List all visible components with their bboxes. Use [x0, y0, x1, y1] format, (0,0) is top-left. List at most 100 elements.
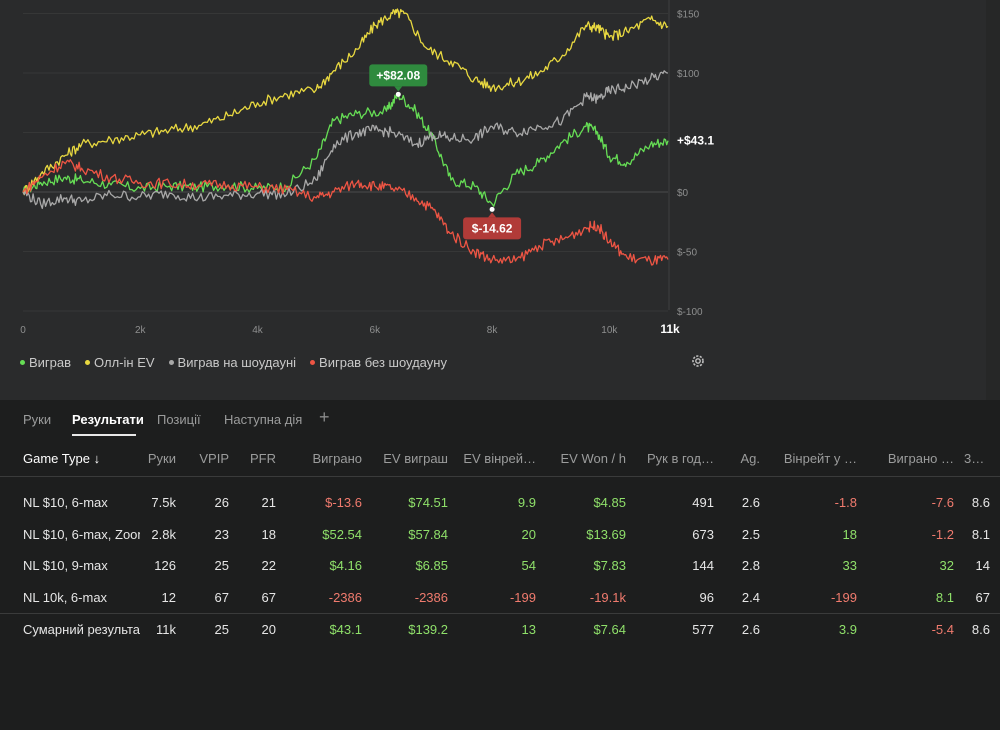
- tab-next-action[interactable]: Наступна дія: [224, 412, 303, 427]
- table-cell: 96: [699, 589, 714, 605]
- tab-results[interactable]: Результати: [72, 412, 144, 427]
- legend-item-won[interactable]: Виграв: [20, 355, 71, 370]
- legend-dot-icon: [85, 360, 91, 365]
- table-cell: 18: [261, 526, 276, 542]
- table-cell: $4.16: [329, 558, 362, 574]
- column-header[interactable]: Вінрейт у …: [770, 440, 867, 477]
- table-cell: -199: [830, 589, 857, 605]
- table-cell: 2.8: [741, 558, 760, 574]
- column-header[interactable]: EV вінрей…: [458, 440, 546, 477]
- table-cell: -7.6: [931, 495, 954, 511]
- legend-dot-icon: [20, 360, 25, 365]
- series-line: [22, 159, 669, 266]
- row-game-type: NL $10, 9-max: [23, 558, 108, 574]
- table-cell: 25: [214, 558, 229, 574]
- column-header[interactable]: EV Won / h: [546, 440, 636, 477]
- legend-dot-icon: [168, 360, 174, 365]
- table-cell: 126: [154, 558, 176, 574]
- legend-label: Виграв без шоудауну: [319, 355, 447, 370]
- table-cell: 14: [975, 558, 990, 574]
- y-tick-label: $-50: [677, 248, 697, 259]
- scrollbar[interactable]: [986, 0, 1000, 400]
- column-header[interactable]: Ag.: [724, 440, 770, 477]
- table-cell: 8.6: [964, 613, 1000, 646]
- annotation-point: [395, 91, 401, 97]
- table-cell: -2386: [328, 589, 362, 605]
- table-cell: 7.5k: [151, 495, 176, 511]
- chart-panel: $150 $100 $0 $-50 $-100 0 2k 4k 6k 8k 10k 11k +$82.0…: [0, 0, 1000, 400]
- column-header[interactable]: Рук в год…: [636, 440, 724, 477]
- legend-label: Олл-ін EV: [94, 355, 155, 370]
- legend-item-allin-ev[interactable]: Олл-ін EV: [85, 355, 155, 370]
- table-cell: -5.4: [867, 613, 964, 646]
- x-tick-label: 0: [20, 325, 26, 336]
- table-cell: 9.9: [517, 495, 536, 511]
- table-cell: $6.85: [415, 558, 448, 574]
- column-header[interactable]: EV виграш: [372, 440, 458, 477]
- table-cell: 21: [261, 495, 276, 511]
- table-row[interactable]: NL $10, 9-max 126 25 22 $4.16 $6.85 54 $7.83 144…: [0, 550, 1000, 582]
- x-current-label: 11k: [660, 322, 680, 336]
- table-cell: 2.4: [741, 589, 760, 605]
- column-header[interactable]: Виграно …: [867, 440, 964, 477]
- series-line: [22, 8, 669, 196]
- table-row[interactable]: NL 10k, 6-max 12 67 67 -2386 -2386 -199 -19.1k 9…: [0, 582, 1000, 614]
- total-row[interactable]: Сумарний результат 11k 25 20 $43.1 $139.2 13 $7…: [0, 613, 1000, 646]
- table-cell: 26: [214, 495, 229, 511]
- row-game-type: NL $10, 6-max, Zoom: [23, 526, 140, 542]
- table-cell: 22: [261, 558, 276, 574]
- table-cell: 144: [692, 558, 714, 574]
- table-header: Game Type ↓ Руки VPIP PFR Виграно EV виграш EV…: [0, 440, 1000, 477]
- row-game-type: NL $10, 6-max: [23, 495, 108, 511]
- table-cell: -1.2: [931, 526, 954, 542]
- table-cell: 54: [521, 558, 536, 574]
- table-cell: 13: [458, 613, 546, 646]
- legend-dot-icon: [310, 360, 316, 365]
- tab-hands[interactable]: Руки: [23, 412, 52, 427]
- table-cell: 20: [239, 613, 286, 646]
- table-cell: 18: [842, 526, 857, 542]
- results-table: Game Type ↓ Руки VPIP PFR Виграно EV виграш EV…: [0, 440, 1000, 646]
- column-header[interactable]: 3Bet: [964, 440, 1000, 477]
- table-cell: 2.6: [724, 613, 770, 646]
- table-cell: $52.54: [322, 526, 362, 542]
- column-header[interactable]: Виграно: [286, 440, 372, 477]
- x-tick-label: 4k: [252, 325, 264, 336]
- x-tick-label: 6k: [370, 325, 382, 336]
- gear-icon[interactable]: [690, 353, 706, 369]
- table-cell: 67: [975, 589, 990, 605]
- active-tab-indicator: [72, 434, 136, 436]
- column-header[interactable]: PFR: [239, 440, 286, 477]
- column-header[interactable]: Руки: [140, 440, 186, 477]
- table-cell: $43.1: [286, 613, 372, 646]
- tabs-bar: Руки Результати Позиції Наступна дія: [0, 400, 1000, 440]
- annotation-pointer: [488, 212, 497, 218]
- table-cell: -2386: [414, 589, 448, 605]
- annotation-point: [489, 206, 495, 212]
- table-row[interactable]: NL $10, 6-max, Zoom 2.8k 23 18 $52.54 $57.84 2…: [0, 519, 1000, 551]
- table-cell: 11k: [140, 613, 186, 646]
- series-line: [22, 70, 669, 210]
- y-tick-label: $150: [677, 10, 700, 21]
- table-cell: 8.1: [935, 589, 954, 605]
- table-header-row: Game Type ↓ Руки VPIP PFR Виграно EV виграш EV…: [0, 440, 1000, 477]
- table-cell: 491: [692, 495, 714, 511]
- table-cell: 8.6: [971, 495, 990, 511]
- x-tick-label: 8k: [487, 325, 499, 336]
- annotation-label: $-14.62: [472, 221, 513, 235]
- annotation-pointer: [394, 86, 403, 92]
- table-cell: $7.64: [546, 613, 636, 646]
- table-row[interactable]: NL $10, 6-max 7.5k 26 21 $-13.6 $74.51 9.9 $4.8…: [0, 477, 1000, 519]
- table-cell: 67: [214, 589, 229, 605]
- table-cell: 20: [521, 526, 536, 542]
- column-header[interactable]: VPIP: [186, 440, 239, 477]
- table-cell: 12: [161, 589, 176, 605]
- legend-item-showdown[interactable]: Виграв на шоудауні: [168, 355, 296, 370]
- add-tab-button[interactable]: +: [319, 407, 330, 427]
- x-tick-label: 2k: [135, 325, 147, 336]
- legend-item-non-showdown[interactable]: Виграв без шоудауну: [310, 355, 447, 370]
- legend-label: Виграв: [29, 355, 72, 370]
- table-cell: $-13.6: [325, 495, 362, 511]
- tab-positions[interactable]: Позиції: [157, 412, 201, 427]
- sort-column-header[interactable]: Game Type ↓: [0, 440, 140, 477]
